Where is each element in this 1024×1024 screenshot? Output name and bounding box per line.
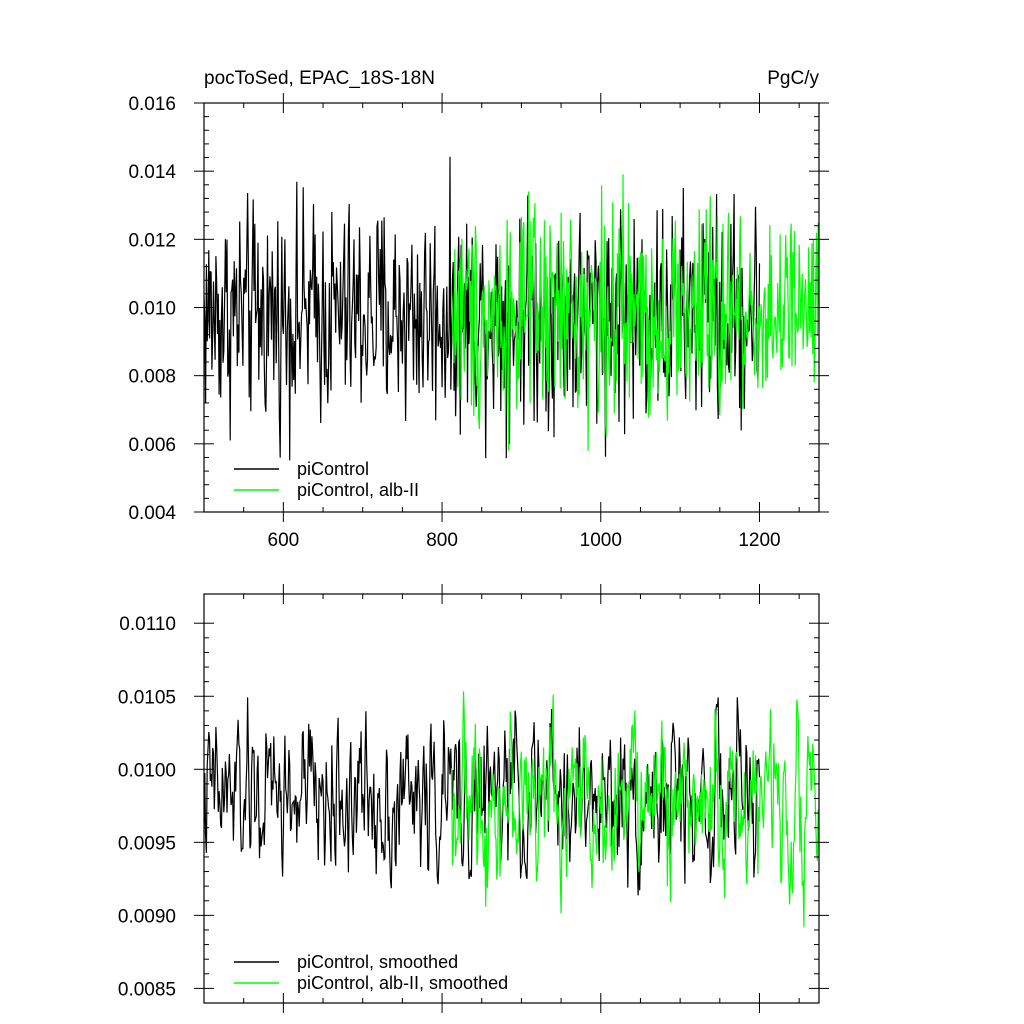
y-tick-label: 0.010 [128,299,176,320]
legend-label-alb-ii-smoothed: piControl, alb-II, smoothed [297,973,508,993]
bottom-panel: 0.0085 0.0090 0.0095 0.0100 0.0105 0.0110 piC… [118,584,829,1013]
series-line-bottom-0 [204,697,761,896]
y-tick-label: 0.0095 [118,833,176,854]
y-tick-label: 0.0085 [118,979,176,1000]
y-tick-label: 0.016 [128,94,176,115]
y-tick-label: 0.0110 [119,614,176,635]
top-panel-units: PgC/y [767,68,819,89]
legend-label-alb-ii: piControl, alb-II [297,480,419,500]
legend-label-picontrol: piControl [297,459,369,479]
y-tick-label: 0.0090 [118,906,176,927]
x-tick-label: 1200 [738,530,780,551]
legend-label-picontrol-smoothed: piControl, smoothed [297,952,458,972]
bottom-ticks: 0.0085 0.0090 0.0095 0.0100 0.0105 0.0110 [118,584,829,1013]
y-tick-label: 0.0100 [118,760,176,781]
series-line-top-1 [451,174,819,451]
top-series-group [204,156,819,461]
x-tick-label: 600 [268,530,300,551]
top-panel-title: pocToSed, EPAC_18S-18N [204,68,435,89]
x-tick-label: 800 [426,530,458,551]
y-tick-label: 0.012 [128,230,176,251]
y-tick-label: 0.006 [128,435,176,456]
bottom-legend: piControl, smoothed piControl, alb-II, s… [234,952,508,993]
top-ticks: 600 800 1000 1200 0.004 0.006 0.008 0.010 0.012 0… [128,93,829,551]
x-tick-label: 1000 [580,530,622,551]
series-line-bottom-1 [451,691,819,928]
y-tick-label: 0.008 [128,367,176,388]
y-tick-label: 0.014 [128,162,176,183]
bottom-series-group [204,691,819,928]
y-tick-label: 0.004 [128,503,176,524]
top-panel: pocToSed, EPAC_18S-18N PgC/y 600 800 1000 1… [128,68,829,551]
top-legend: piControl piControl, alb-II [234,459,419,500]
y-tick-label: 0.0105 [118,687,176,708]
